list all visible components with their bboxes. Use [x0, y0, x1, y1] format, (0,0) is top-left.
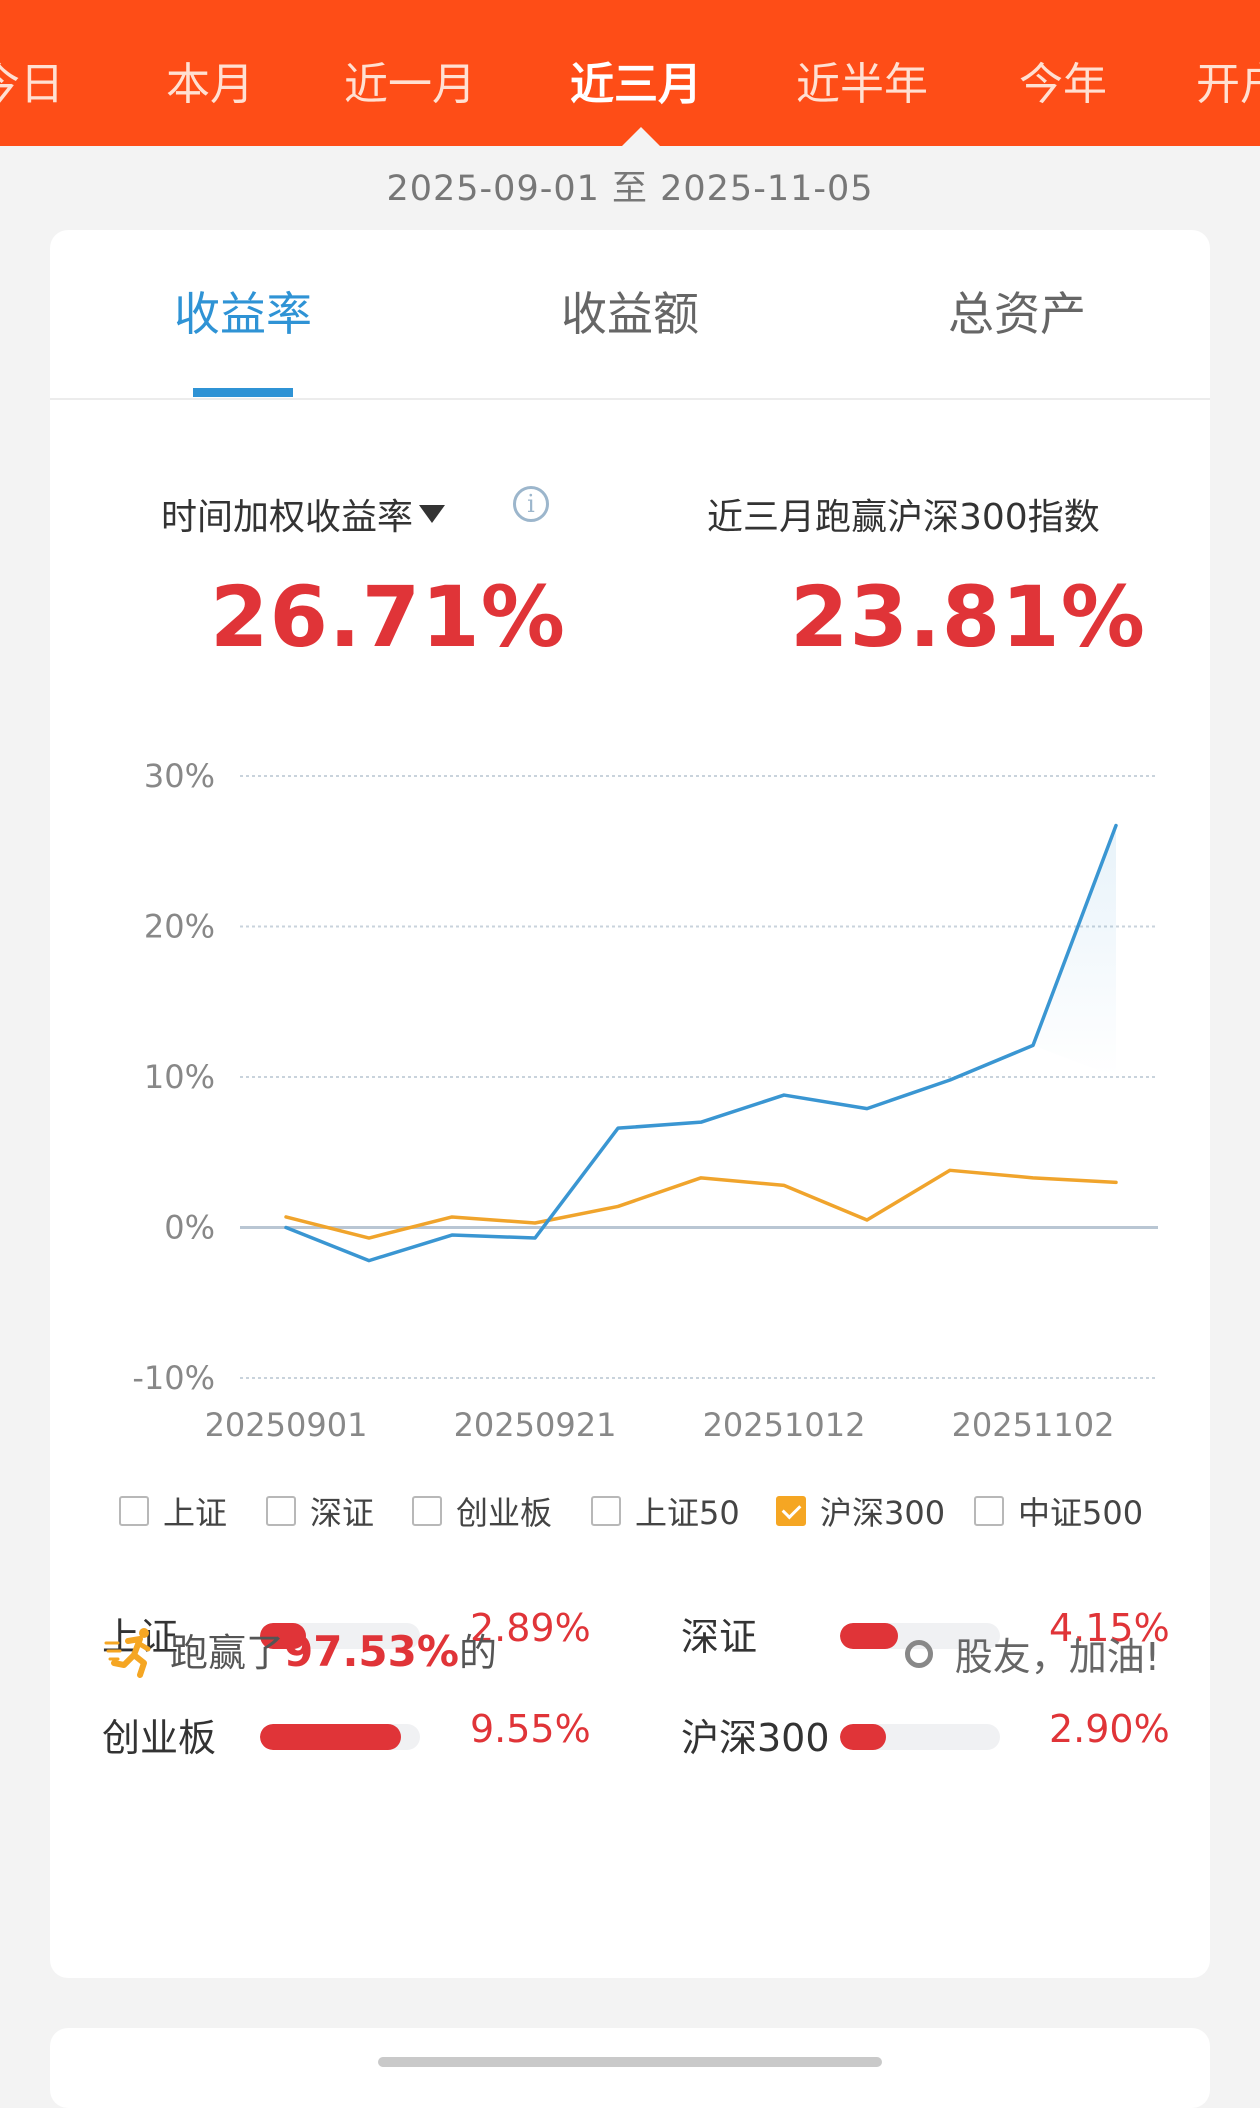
tab-return-amount[interactable]: 收益额	[561, 287, 699, 341]
legend-csi500[interactable]: 中证500	[974, 1488, 1143, 1534]
index-bar-shanghai	[260, 1623, 420, 1649]
y-tick-label: 10%	[144, 1058, 215, 1096]
cheer-text: 股友，加油!	[904, 1626, 1160, 1681]
y-tick-label: 20%	[144, 908, 215, 946]
checkbox-checked-icon	[776, 1496, 806, 1526]
csi300-return-line	[284, 1168, 1118, 1240]
index-value-chinext: 9.55%	[470, 1707, 591, 1751]
beat-index-label: 近三月跑赢沪深300指数	[707, 497, 1100, 538]
tab-since-open[interactable]: 开户	[1196, 59, 1260, 110]
legend-sse50[interactable]: 上证50	[591, 1488, 740, 1534]
legend-chinext[interactable]: 创业板	[412, 1488, 552, 1534]
portfolio-area	[1033, 825, 1116, 1077]
index-name-shenzhen: 深证	[681, 1615, 758, 1659]
tab-this-year[interactable]: 今年	[1019, 59, 1107, 110]
index-bar-fill	[840, 1623, 898, 1649]
x-tick-label: 20251102	[952, 1406, 1115, 1444]
index-bar-chinext	[260, 1724, 420, 1750]
y-tick-label: -10%	[132, 1359, 215, 1397]
index-name-chinext: 创业板	[102, 1716, 217, 1760]
checkbox-icon	[412, 1496, 442, 1526]
x-tick-label: 20251012	[703, 1406, 866, 1444]
x-tick-label: 20250901	[205, 1406, 368, 1444]
date-range: 2025-09-01 至 2025-11-05	[386, 169, 874, 209]
checkbox-icon	[974, 1496, 1004, 1526]
index-bar-fill	[260, 1623, 307, 1649]
return-type-dropdown[interactable]: 时间加权收益率	[161, 488, 446, 540]
tab-last-half-year[interactable]: 近半年	[796, 59, 928, 110]
y-tick-label: 30%	[144, 757, 215, 795]
legend-csi300[interactable]: 沪深300	[776, 1488, 945, 1534]
legend-shanghai[interactable]: 上证	[119, 1488, 227, 1534]
active-tab-caret	[622, 127, 660, 146]
checkbox-icon	[266, 1496, 296, 1526]
returns-card: 收益率 收益额 总资产 时间加权收益率 i 近三月跑赢沪深300指数 26.71…	[50, 230, 1210, 1978]
info-icon[interactable]: i	[513, 486, 549, 522]
running-man-icon	[104, 1628, 151, 1678]
loading-dot-icon	[904, 1639, 933, 1668]
tab-last-three-months[interactable]: 近三月	[570, 59, 702, 110]
return-rate-value: 26.71%	[210, 568, 566, 666]
caret-down-icon	[419, 505, 446, 523]
index-name-csi300: 沪深300	[681, 1716, 830, 1760]
tab-this-month[interactable]: 本月	[166, 59, 254, 110]
active-metric-underline	[193, 388, 293, 397]
portfolio-return-line	[284, 823, 1118, 1263]
beat-peers-percent: 97.53%	[284, 1627, 459, 1676]
tab-last-month[interactable]: 近一月	[344, 59, 476, 110]
tab-return-rate[interactable]: 收益率	[174, 287, 312, 341]
tab-total-assets[interactable]: 总资产	[948, 287, 1086, 341]
index-value-csi300: 2.90%	[1049, 1707, 1170, 1751]
checkbox-icon	[119, 1496, 149, 1526]
index-bar-fill	[260, 1724, 401, 1750]
beat-index-value: 23.81%	[790, 568, 1146, 666]
index-value-shanghai: 2.89%	[470, 1606, 591, 1650]
next-card	[50, 2028, 1210, 2108]
y-tick-label: 0%	[164, 1209, 215, 1247]
index-bar-csi300	[840, 1724, 1000, 1750]
index-legend: 上证 深证 创业板 上证50 沪深300 中证500	[50, 1488, 1210, 1538]
metric-tab-bar: 收益率 收益额 总资产	[50, 230, 1210, 400]
legend-shenzhen[interactable]: 深证	[266, 1488, 374, 1534]
return-type-label: 时间加权收益率	[161, 497, 414, 538]
index-bar-fill	[840, 1724, 887, 1750]
home-indicator[interactable]	[378, 2057, 882, 2067]
period-tab-bar: 今日 本月 近一月 近三月 近半年 今年 开户	[0, 0, 1260, 146]
x-tick-label: 20250921	[454, 1406, 617, 1444]
index-bar-shenzhen	[840, 1623, 1000, 1649]
tab-today[interactable]: 今日	[0, 59, 64, 110]
beat-peers-text: 跑赢了97.53%的	[170, 1627, 497, 1676]
index-value-shenzhen: 4.15%	[1049, 1606, 1170, 1650]
return-line-chart: 30% 20% 10% 0% -10% 20250901 20250921 20251012 2…	[132, 757, 1158, 1444]
checkbox-icon	[591, 1496, 621, 1526]
